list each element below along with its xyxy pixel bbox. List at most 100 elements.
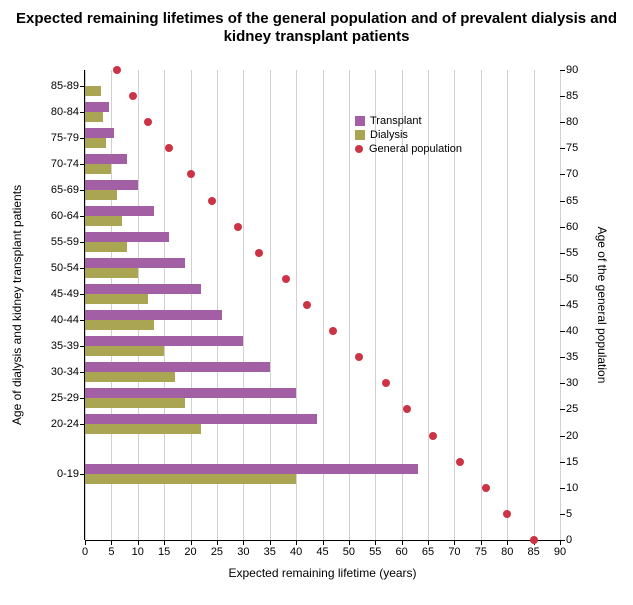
x-tick-label: 60 <box>396 546 408 558</box>
y-left-tick-label: 85-89 <box>51 80 79 92</box>
y-right-tick-mark <box>560 279 565 280</box>
y-left-tick-label: 35-39 <box>51 340 79 352</box>
y-right-tick-mark <box>560 331 565 332</box>
x-tick-mark <box>349 540 350 545</box>
y-right-tick-label: 10 <box>566 482 578 494</box>
legend-item-general: General population <box>355 143 462 155</box>
dot-general-population <box>129 92 137 100</box>
bar-dialysis <box>85 190 117 200</box>
x-tick-label: 30 <box>237 546 249 558</box>
y-right-tick-mark <box>560 357 565 358</box>
y-right-tick-mark <box>560 227 565 228</box>
x-tick-mark <box>481 540 482 545</box>
bar-transplant <box>85 414 317 424</box>
x-tick-label: 45 <box>316 546 328 558</box>
y-right-tick-mark <box>560 488 565 489</box>
y-right-tick-label: 85 <box>566 90 578 102</box>
bar-transplant <box>85 154 127 164</box>
bar-transplant <box>85 128 114 138</box>
y-left-tick-label: 20-24 <box>51 418 79 430</box>
y-right-tick-mark <box>560 96 565 97</box>
x-tick-label: 0 <box>82 546 88 558</box>
gridline <box>481 70 482 540</box>
dot-general-population <box>165 144 173 152</box>
bar-transplant <box>85 102 109 112</box>
dot-general-population <box>255 249 263 257</box>
y-right-tick-mark <box>560 305 565 306</box>
y-right-tick-label: 25 <box>566 403 578 415</box>
bar-dialysis <box>85 372 175 382</box>
y-right-tick-mark <box>560 122 565 123</box>
dot-general-population <box>113 66 121 74</box>
dot-general-population <box>234 223 242 231</box>
bar-dialysis <box>85 138 106 148</box>
y-left-tick-label: 75-79 <box>51 132 79 144</box>
x-tick-label: 70 <box>448 546 460 558</box>
dot-general-population <box>382 379 390 387</box>
x-tick-label: 50 <box>343 546 355 558</box>
legend-item-transplant: Transplant <box>355 115 462 127</box>
x-tick-label: 20 <box>184 546 196 558</box>
chart-container: Expected remaining lifetimes of the gene… <box>0 0 633 605</box>
x-tick-label: 80 <box>501 546 513 558</box>
x-tick-mark <box>323 540 324 545</box>
x-tick-mark <box>111 540 112 545</box>
dot-general-population <box>355 353 363 361</box>
dot-general-population <box>503 510 511 518</box>
dot-general-population <box>282 275 290 283</box>
y-right-tick-mark <box>560 148 565 149</box>
y-left-tick-label: 60-64 <box>51 210 79 222</box>
bar-dialysis <box>85 398 185 408</box>
x-tick-label: 75 <box>475 546 487 558</box>
y-right-tick-label: 40 <box>566 325 578 337</box>
x-tick-mark <box>85 540 86 545</box>
legend-label-dialysis: Dialysis <box>370 129 408 141</box>
dot-general-population <box>482 484 490 492</box>
y-axis-left-label: Age of dialysis and kidney transplant pa… <box>10 185 24 425</box>
bar-transplant <box>85 310 222 320</box>
bar-dialysis <box>85 242 127 252</box>
y-right-tick-mark <box>560 253 565 254</box>
x-tick-label: 5 <box>108 546 114 558</box>
y-left-tick-label: 80-84 <box>51 106 79 118</box>
legend-swatch-transplant <box>355 116 365 126</box>
dot-general-population <box>403 405 411 413</box>
bar-transplant <box>85 362 270 372</box>
y-right-tick-label: 15 <box>566 456 578 468</box>
y-right-tick-mark <box>560 174 565 175</box>
x-tick-mark <box>270 540 271 545</box>
x-tick-mark <box>507 540 508 545</box>
y-right-tick-label: 80 <box>566 116 578 128</box>
y-right-tick-mark <box>560 409 565 410</box>
x-tick-label: 65 <box>422 546 434 558</box>
y-left-tick-label: 45-49 <box>51 288 79 300</box>
x-tick-mark <box>296 540 297 545</box>
dot-general-population <box>144 118 152 126</box>
bar-dialysis <box>85 474 296 484</box>
bar-transplant <box>85 232 169 242</box>
x-tick-mark <box>138 540 139 545</box>
legend-label-general: General population <box>369 143 462 155</box>
y-left-tick-label: 0-19 <box>57 468 79 480</box>
y-right-tick-mark <box>560 514 565 515</box>
bar-dialysis <box>85 268 138 278</box>
y-left-tick-label: 65-69 <box>51 184 79 196</box>
legend-dot-general <box>355 145 363 153</box>
y-left-tick-label: 30-34 <box>51 366 79 378</box>
y-right-tick-label: 5 <box>566 508 572 520</box>
x-tick-mark <box>428 540 429 545</box>
y-right-tick-mark <box>560 462 565 463</box>
y-right-tick-label: 75 <box>566 142 578 154</box>
x-tick-label: 90 <box>554 546 566 558</box>
x-tick-mark <box>191 540 192 545</box>
y-right-tick-mark <box>560 201 565 202</box>
x-tick-label: 35 <box>264 546 276 558</box>
x-tick-label: 25 <box>211 546 223 558</box>
y-right-tick-mark <box>560 436 565 437</box>
bar-dialysis <box>85 424 201 434</box>
y-right-tick-label: 20 <box>566 430 578 442</box>
y-right-tick-label: 30 <box>566 377 578 389</box>
y-right-tick-label: 50 <box>566 273 578 285</box>
x-axis-label: Expected remaining lifetime (years) <box>228 566 416 580</box>
bar-dialysis <box>85 294 148 304</box>
